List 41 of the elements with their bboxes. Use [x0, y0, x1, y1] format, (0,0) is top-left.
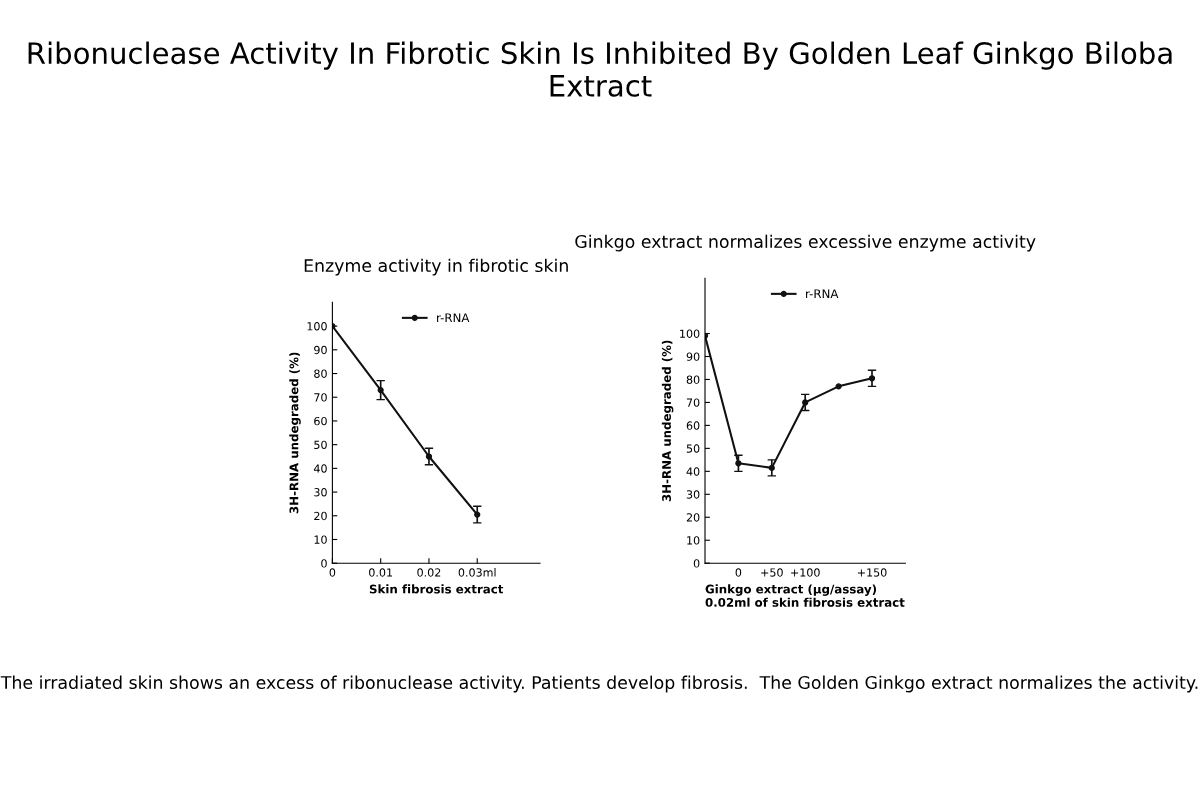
y-axis-title: 3H-RNA undegraded (%)	[289, 352, 301, 514]
chart-title: Ginkgo extract normalizes excessive enzyme activity	[575, 234, 1036, 252]
y-tick-label: 60	[686, 421, 700, 430]
x-tick-label: +100	[791, 568, 820, 577]
text: Ribonuclease Activity In Fibrotic Skin Is Inhibited By Golden Leaf Ginkgo Biloba Extract	[28, 41, 1172, 97]
y-tick-label: 0	[693, 559, 700, 568]
x-tick-label: 0.03ml	[458, 568, 496, 577]
y-axis-title: 3H-RNA undegraded (%)	[661, 340, 674, 502]
y-tick-label: 40	[313, 464, 327, 473]
y-tick-label: 0	[321, 559, 327, 568]
y-tick-label: 70	[314, 393, 327, 402]
y-tick-label: 10	[314, 535, 327, 544]
x-tick-label: +50	[761, 568, 783, 577]
text: The irradiated skin shows an excess of ribonuclease activity. Patients develop fibrosis. The Golden Ginkgo extract normalizes the activity.	[0, 675, 1198, 693]
legend-label: r-RNA	[806, 289, 839, 298]
y-tick-label: 50	[314, 440, 327, 450]
y-tick-label: 20	[686, 513, 700, 522]
y-tick-label: 10	[687, 536, 700, 545]
x-tick-label: 0	[329, 568, 336, 577]
x-tick-label: 0	[735, 568, 742, 577]
y-tick-label: 90	[686, 352, 700, 361]
x-tick-label: +150	[857, 568, 887, 577]
y-tick-label: 90	[314, 345, 327, 355]
legend-label: r-RNA	[437, 313, 470, 322]
y-tick-label: 20	[314, 511, 327, 521]
y-tick-label: 70	[686, 398, 700, 407]
x-tick-label: 0.01	[369, 568, 393, 577]
y-tick-label: 50	[686, 444, 700, 453]
y-tick-label: 30	[314, 488, 327, 497]
y-tick-label: 100	[680, 329, 700, 338]
y-tick-label: 80	[686, 375, 700, 384]
y-tick-label: 60	[314, 416, 327, 426]
y-tick-label: 100	[307, 322, 327, 331]
y-tick-label: 40	[686, 467, 700, 476]
chart-title: Enzyme activity in fibrotic skin	[304, 258, 568, 276]
x-axis-title: Ginkgo extract (μg/assay) 0.02ml of skin fibrosis extract	[705, 584, 905, 607]
x-axis-title: Skin fibrosis extract	[369, 584, 504, 594]
x-tick-label: 0.02	[417, 568, 441, 577]
y-tick-label: 30	[686, 490, 700, 499]
y-tick-label: 80	[314, 369, 327, 378]
point	[835, 383, 842, 390]
